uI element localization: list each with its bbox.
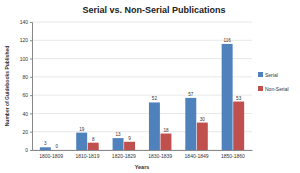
legend-item: Non-Serial — [258, 86, 289, 92]
bar — [149, 102, 160, 150]
y-tick-mark — [30, 150, 32, 151]
y-axis-line — [30, 23, 33, 151]
x-axis-title: Years — [135, 164, 150, 170]
bar — [197, 123, 208, 150]
x-axis: 1800-1809 1810-1819 1820-1829 1830-1839 1840… — [33, 150, 253, 159]
y-tick-mark — [30, 40, 32, 41]
x-tick: 1840-1849 — [185, 150, 209, 159]
bar — [185, 98, 196, 150]
background — [0, 0, 300, 173]
legend-label: Non-Serial — [265, 86, 289, 92]
data-labels: 3 19 13 52 57 116 0 8 9 18 30 53 — [44, 38, 242, 149]
chart-svg: 3 19 13 52 57 116 0 8 9 18 30 53 0 20 40 60 80 100 120 140 1… — [0, 0, 300, 173]
x-tick-label: 1840-1849 — [185, 153, 209, 159]
x-tick: 1850-1860 — [221, 150, 245, 159]
y-tick-mark — [30, 59, 32, 60]
legend-item: Serial — [258, 72, 278, 78]
y-tick: 100 — [20, 56, 32, 62]
y-tick: 80 — [22, 74, 32, 80]
y-axis-title: Number of Guidebooks Published — [4, 46, 10, 127]
grid-line — [32, 113, 252, 114]
data-label: 18 — [163, 128, 169, 133]
bar — [40, 147, 51, 150]
legend: Serial Non-Serial — [258, 72, 289, 92]
data-label: 3 — [44, 141, 47, 146]
legend-swatch — [258, 86, 263, 91]
grid-line — [32, 40, 252, 41]
x-tick-label: 1810-1819 — [75, 153, 99, 159]
bar — [233, 102, 244, 150]
grid — [32, 22, 252, 150]
y-tick: 140 — [20, 19, 32, 25]
bar — [113, 138, 124, 150]
x-axis-line — [33, 150, 253, 151]
bar — [76, 133, 87, 150]
bars — [40, 44, 244, 150]
legend-swatch — [258, 72, 263, 77]
y-tick-label: 20 — [22, 129, 28, 135]
y-tick-label: 120 — [20, 37, 29, 43]
legend-label: Serial — [265, 72, 278, 78]
data-label: 19 — [79, 127, 85, 132]
data-label: 8 — [92, 137, 95, 142]
y-tick-label: 0 — [25, 147, 28, 153]
data-label: 52 — [152, 96, 158, 101]
x-tick: 1820-1829 — [112, 150, 136, 159]
y-tick-mark — [30, 77, 32, 78]
x-tick: 1810-1819 — [75, 150, 99, 159]
data-label: 57 — [188, 92, 194, 97]
y-tick: 0 — [25, 147, 32, 153]
bar — [124, 142, 135, 150]
y-tick-label: 100 — [20, 56, 29, 62]
y-tick: 120 — [20, 37, 32, 43]
y-tick-label: 60 — [22, 92, 28, 98]
x-tick: 1800-1809 — [39, 150, 63, 159]
grid-line — [32, 95, 252, 96]
y-tick: 20 — [22, 129, 32, 135]
x-tick-label: 1830-1839 — [148, 153, 172, 159]
y-tick: 40 — [22, 111, 32, 117]
bar — [222, 44, 233, 150]
x-tick-label: 1800-1809 — [39, 153, 63, 159]
y-tick-mark — [30, 132, 32, 133]
grid-line — [32, 150, 252, 151]
data-label: 116 — [223, 38, 231, 43]
bar — [51, 150, 62, 151]
data-label: 53 — [236, 96, 242, 101]
grid-line — [32, 22, 252, 23]
plot-area: 3 19 13 52 57 116 0 8 9 18 30 53 0 20 40 60 80 100 120 140 1… — [20, 19, 253, 158]
y-tick-mark — [30, 22, 32, 23]
data-label: 9 — [128, 136, 131, 141]
data-label: 13 — [115, 132, 121, 137]
y-axis: 0 20 40 60 80 100 120 140 — [20, 19, 33, 153]
bar — [160, 134, 171, 150]
grid-line — [32, 131, 252, 132]
y-tick-mark — [30, 113, 32, 114]
data-label: 30 — [200, 117, 206, 122]
y-tick-mark — [30, 95, 32, 96]
y-tick-label: 80 — [22, 74, 28, 80]
grid-line — [32, 76, 252, 77]
title: Serial vs. Non-Serial Publications — [82, 5, 225, 15]
x-tick-label: 1850-1860 — [221, 153, 245, 159]
data-label: 0 — [56, 144, 59, 149]
bar — [88, 143, 99, 150]
chart-container: 3 19 13 52 57 116 0 8 9 18 30 53 0 20 40 60 80 100 120 140 1… — [0, 0, 300, 173]
y-tick: 60 — [22, 92, 32, 98]
x-tick-label: 1820-1829 — [112, 153, 136, 159]
grid-line — [32, 58, 252, 59]
y-tick-label: 140 — [20, 19, 29, 25]
y-tick-label: 40 — [22, 111, 28, 117]
x-tick: 1830-1839 — [148, 150, 172, 159]
